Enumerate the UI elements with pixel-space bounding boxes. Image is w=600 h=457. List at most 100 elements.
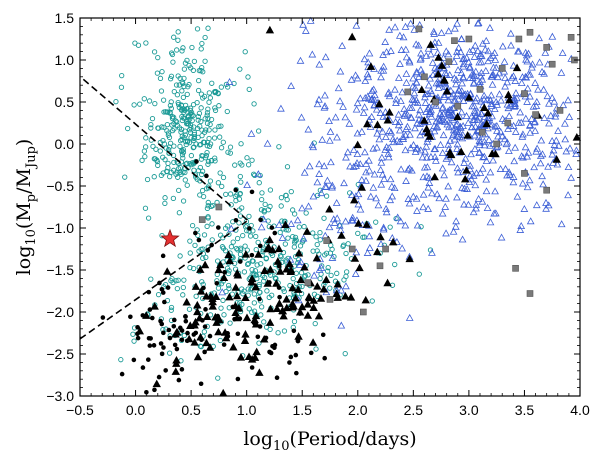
data-point-filled-triangle	[240, 336, 250, 344]
data-point-triangle	[329, 215, 338, 223]
data-point-square	[432, 98, 439, 106]
data-point-dot	[257, 243, 263, 249]
data-point-square	[304, 279, 312, 286]
data-point-dot	[251, 320, 257, 326]
data-point-triangle	[459, 55, 467, 63]
data-point-circle	[252, 172, 258, 179]
data-point-triangle	[321, 53, 330, 61]
data-point-circle	[312, 320, 318, 327]
data-point-triangle	[357, 175, 366, 183]
data-point-circle	[205, 115, 211, 122]
data-point-triangle	[369, 144, 378, 152]
data-point-dot	[235, 331, 241, 337]
data-point-circle	[219, 183, 225, 190]
data-point-circle	[279, 218, 285, 224]
data-point-filled-triangle	[274, 244, 284, 253]
data-point-triangle	[320, 162, 329, 170]
data-point-dot	[128, 314, 133, 320]
data-point-triangle	[393, 213, 402, 221]
data-point-triangle	[424, 183, 433, 191]
data-point-circle	[208, 157, 215, 164]
data-point-dot	[267, 349, 272, 355]
data-point-circle	[225, 149, 231, 155]
x-axis-title-body: (Period/days)	[290, 428, 417, 450]
data-point-dot	[235, 376, 241, 382]
data-point-dot	[119, 371, 125, 377]
data-point-circle	[198, 156, 205, 162]
data-point-triangle	[536, 151, 545, 159]
data-point-triangle	[356, 205, 365, 213]
data-point-triangle	[511, 76, 520, 84]
data-point-triangle	[470, 106, 479, 114]
data-point-triangle	[409, 141, 418, 149]
data-point-filled-triangle	[224, 250, 233, 259]
data-point-triangle	[409, 74, 417, 82]
data-point-square	[526, 290, 534, 297]
data-point-filled-triangle	[294, 332, 303, 340]
data-point-triangle	[528, 63, 536, 71]
data-point-triangle	[326, 127, 335, 135]
data-point-triangle	[385, 126, 394, 134]
data-point-filled-triangle	[272, 304, 282, 313]
data-point-triangle	[405, 199, 414, 207]
y-tick-label: 0.0	[55, 136, 75, 152]
data-point-square	[323, 237, 330, 244]
data-marks	[79, 16, 582, 397]
data-point-circle	[142, 153, 148, 160]
data-point-triangle	[447, 92, 456, 100]
data-point-triangle	[488, 120, 496, 128]
data-point-circle	[198, 343, 204, 350]
data-point-triangle	[402, 78, 411, 86]
data-point-circle	[194, 99, 200, 106]
data-point-triangle	[384, 153, 393, 161]
y-axis-title-body1: (M	[13, 202, 35, 229]
data-point-dot	[297, 311, 303, 316]
data-point-triangle	[445, 70, 454, 78]
data-point-circle	[206, 90, 213, 96]
data-point-circle	[236, 196, 243, 202]
data-point-triangle	[293, 216, 302, 224]
data-point-triangle	[492, 63, 501, 71]
data-point-triangle	[483, 204, 492, 212]
data-point-square	[348, 245, 356, 253]
data-point-triangle	[551, 112, 560, 120]
data-point-filled-triangle	[373, 247, 382, 256]
data-point-triangle	[377, 240, 385, 248]
data-point-circle	[173, 171, 179, 177]
data-point-triangle	[480, 112, 489, 120]
data-point-dot	[147, 307, 153, 312]
data-point-circle	[189, 44, 195, 51]
data-point-filled-triangle	[434, 53, 443, 61]
data-point-triangle	[548, 93, 557, 101]
data-point-dot	[222, 270, 227, 275]
data-point-triangle	[471, 41, 480, 49]
data-point-triangle	[454, 43, 463, 51]
data-point-triangle	[480, 91, 489, 99]
data-point-triangle	[301, 26, 310, 34]
data-point-circle	[166, 350, 173, 356]
data-point-circle	[264, 288, 270, 294]
x-tick-label: 2.5	[404, 402, 424, 418]
data-point-circle	[189, 118, 195, 124]
data-point-triangle	[441, 82, 450, 90]
data-point-triangle	[382, 208, 391, 216]
data-point-triangle	[385, 92, 394, 100]
data-point-circle	[183, 161, 189, 167]
axes: −0.5 0.0 0.5 1.0 1.5 2.0 2.5 3.0 3.5 4.0 −3.0 −2.5 −…	[46, 10, 590, 418]
data-point-dot	[255, 334, 261, 340]
data-point-dot	[294, 370, 299, 376]
data-point-filled-triangle	[272, 279, 281, 287]
data-point-circle	[193, 293, 199, 299]
data-point-circle	[160, 154, 166, 160]
data-point-triangle	[501, 73, 510, 81]
data-point-triangle	[397, 45, 406, 53]
data-point-triangle	[453, 47, 461, 55]
data-point-dot	[100, 315, 106, 320]
data-point-triangle	[454, 66, 462, 74]
data-point-triangle	[390, 184, 399, 192]
data-point-triangle	[415, 110, 423, 118]
data-point-filled-triangle	[313, 282, 322, 290]
data-point-triangle	[372, 105, 381, 113]
data-point-triangle	[386, 175, 395, 183]
data-point-triangle	[412, 194, 421, 202]
